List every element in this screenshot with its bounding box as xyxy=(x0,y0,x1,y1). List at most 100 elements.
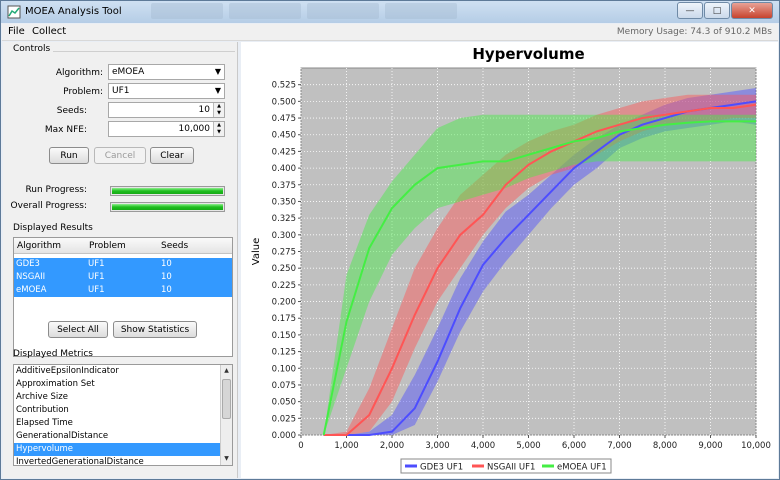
seeds-value: 10 xyxy=(198,105,210,115)
run-progress-label: Run Progress: xyxy=(25,185,87,195)
y-tick-label: 0.175 xyxy=(272,314,296,324)
x-tick-label: 8,000 xyxy=(653,441,677,451)
memory-usage: Memory Usage: 74.3 of 910.2 MBs xyxy=(616,27,772,37)
list-item[interactable]: Elapsed Time xyxy=(16,418,73,428)
cell-algorithm: eMOEA xyxy=(16,285,47,295)
legend-entry: GDE3 UF1 xyxy=(420,463,463,473)
hypervolume-chart: Hypervolume 0.000 0.025 0.050 0.075 0.100 0.12… xyxy=(251,45,771,474)
y-tick-label: 0.375 xyxy=(272,181,296,191)
table-row[interactable]: GDE3 UF1 10 xyxy=(14,258,232,271)
scroll-up-icon[interactable]: ▲ xyxy=(224,367,229,374)
cell-problem: UF1 xyxy=(88,285,105,295)
spinner-arrows-icon[interactable]: ▲ ▼ xyxy=(213,122,224,136)
cell-problem: UF1 xyxy=(88,272,105,282)
results-title: Displayed Results xyxy=(13,223,93,233)
y-tick-label: 0.525 xyxy=(272,81,296,91)
results-table: Algorithm Problem Seeds GDE3 UF1 10 NSGA… xyxy=(13,237,233,357)
cell-problem: UF1 xyxy=(88,259,105,269)
series-line-nsgaii-uf1 xyxy=(323,103,757,436)
chevron-down-icon: ▼ xyxy=(214,86,221,95)
problem-select[interactable]: UF1 ▼ xyxy=(108,83,225,99)
problem-value: UF1 xyxy=(112,86,130,96)
list-item[interactable]: Contribution xyxy=(16,405,69,415)
background-taskbar-ghosts xyxy=(151,3,457,21)
divider xyxy=(53,51,235,52)
metrics-scrollbar[interactable]: ▲ ▼ xyxy=(220,365,232,465)
seeds-spinner[interactable]: 10 ▲ ▼ xyxy=(108,102,225,118)
y-axis-label: Value xyxy=(251,238,262,265)
x-tick-label: 3,000 xyxy=(425,441,449,451)
list-item[interactable]: Approximation Set xyxy=(16,379,95,389)
metrics-title: Displayed Metrics xyxy=(13,349,93,359)
max-nfe-label: Max NFE: xyxy=(44,125,87,135)
max-nfe-spinner[interactable]: 10,000 ▲ ▼ xyxy=(108,121,225,137)
scrollbar-thumb[interactable] xyxy=(222,379,231,419)
scroll-down-icon[interactable]: ▼ xyxy=(224,455,229,462)
list-item[interactable]: Archive Size xyxy=(16,392,68,402)
list-item[interactable]: InvertedGenerationalDistance xyxy=(16,457,144,466)
menu-bar: File Collect Memory Usage: 74.3 of 910.2… xyxy=(2,24,778,41)
y-tick-label: 0.500 xyxy=(272,97,296,107)
cell-seeds: 10 xyxy=(161,259,172,269)
select-all-button[interactable]: Select All xyxy=(48,321,108,338)
minimize-icon[interactable]: — xyxy=(677,2,703,19)
x-tick-label: 4,000 xyxy=(471,441,495,451)
list-item[interactable]: GenerationalDistance xyxy=(16,431,109,441)
column-header-problem[interactable]: Problem xyxy=(89,241,126,251)
y-tick-label: 0.225 xyxy=(272,281,296,291)
legend xyxy=(400,458,612,474)
algorithm-select[interactable]: eMOEA ▼ xyxy=(108,64,225,80)
run-progress-bar xyxy=(110,186,225,196)
app-icon xyxy=(7,5,21,19)
overall-progress-fill xyxy=(112,204,223,210)
series-line-emoea-uf1 xyxy=(322,120,756,436)
run-button[interactable]: Run xyxy=(49,147,89,164)
y-tick-label: 0.450 xyxy=(272,131,296,141)
max-nfe-value: 10,000 xyxy=(178,124,211,134)
window-controls: — □ ✕ xyxy=(676,2,773,19)
window-title: MOEA Analysis Tool xyxy=(25,6,122,17)
x-tick-label: 7,000 xyxy=(607,441,631,451)
run-progress-fill xyxy=(112,188,223,194)
left-panel: Controls Algorithm: eMOEA ▼ Problem: UF1… xyxy=(3,42,238,478)
controls-title: Controls xyxy=(13,44,51,54)
y-tick-label: 0.250 xyxy=(272,264,296,274)
series-band-gde3-uf1 xyxy=(323,88,756,435)
column-header-algorithm[interactable]: Algorithm xyxy=(17,241,62,251)
y-tick-label: 0.300 xyxy=(272,231,296,241)
seeds-label: Seeds: xyxy=(56,106,87,116)
legend-entry: eMOEA UF1 xyxy=(557,463,607,473)
x-tick-label: 6,000 xyxy=(562,441,586,451)
x-tick-label: 10,000 xyxy=(741,441,771,451)
overall-progress-label: Overall Progress: xyxy=(10,201,87,211)
y-tick-label: 0.025 xyxy=(272,414,296,424)
cell-seeds: 10 xyxy=(161,272,172,282)
table-row[interactable]: eMOEA UF1 10 xyxy=(14,284,232,297)
chart-panel: Hypervolume 0.000 0.025 0.050 0.075 0.100 0.12… xyxy=(241,42,778,478)
menu-collect[interactable]: Collect xyxy=(32,26,67,37)
results-header: Algorithm Problem Seeds xyxy=(14,238,232,254)
close-icon[interactable]: ✕ xyxy=(731,2,773,19)
column-header-seeds[interactable]: Seeds xyxy=(161,241,189,251)
spinner-arrows-icon[interactable]: ▲ ▼ xyxy=(213,103,224,117)
chart-title: Hypervolume xyxy=(472,45,584,63)
clear-button[interactable]: Clear xyxy=(150,147,194,164)
series-band-emoea-uf1 xyxy=(323,114,756,435)
list-item[interactable]: AdditiveEpsilonIndicator xyxy=(16,366,119,376)
title-bar[interactable]: MOEA Analysis Tool — □ ✕ xyxy=(1,1,779,23)
metrics-list: AdditiveEpsilonIndicator Approximation S… xyxy=(13,364,233,466)
x-tick-label: 2,000 xyxy=(380,441,404,451)
y-tick-label: 0.325 xyxy=(272,214,296,224)
menu-file[interactable]: File xyxy=(8,26,25,37)
list-item-selected[interactable]: Hypervolume xyxy=(14,443,220,456)
legend-entry: NSGAII UF1 xyxy=(487,463,535,473)
cell-algorithm: NSGAII xyxy=(16,272,46,282)
table-row[interactable]: NSGAII UF1 10 xyxy=(14,271,232,284)
maximize-icon[interactable]: □ xyxy=(704,2,730,19)
cancel-button[interactable]: Cancel xyxy=(94,147,146,164)
show-statistics-button[interactable]: Show Statistics xyxy=(113,321,197,338)
y-tick-label: 0.275 xyxy=(272,248,296,258)
algorithm-value: eMOEA xyxy=(112,67,145,77)
algorithm-label: Algorithm: xyxy=(55,68,103,78)
